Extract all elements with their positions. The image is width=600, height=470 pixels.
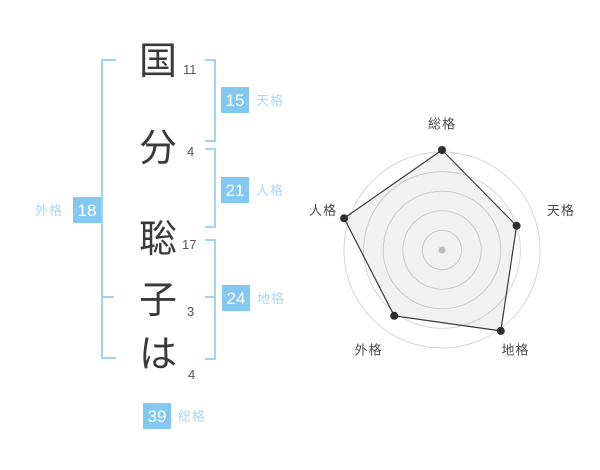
tenkaku-label: 天格: [256, 93, 285, 108]
chikaku-bracket: [205, 239, 216, 360]
chikaku-bracket-middle-tick: [205, 296, 214, 298]
stroke-count-5: 4: [188, 367, 196, 382]
radar-vertex-dot-tenkaku: [512, 221, 521, 230]
radar-grid-ring-3: [382, 190, 502, 310]
name-char-2: 分: [138, 128, 177, 170]
name-char-5: は: [138, 334, 177, 376]
stroke-count-1: 11: [183, 62, 197, 77]
radar-axis-label-soukaku: 総格: [428, 116, 456, 131]
tenkaku-bracket: [205, 59, 216, 142]
gaikaku-bracket-middle-tick: [101, 296, 114, 298]
tenkaku-value-badge: 15: [221, 87, 249, 113]
radar-vertex-dot-gaikaku: [390, 311, 399, 320]
radar-grid-ring-4: [363, 171, 521, 329]
radar-axis-label-chikaku: 地格: [501, 343, 529, 358]
gaikaku-value-badge: 18: [73, 197, 101, 223]
radar-center-dot: [438, 246, 446, 254]
name-char-1: 国: [138, 41, 177, 83]
radar-polygon: [343, 149, 518, 332]
stroke-count-2: 4: [187, 144, 195, 159]
stroke-count-3: 17: [182, 237, 197, 252]
radar-axis-label-tenkaku: 天格: [547, 203, 575, 218]
jinkaku-value-badge: 21: [221, 177, 249, 203]
chikaku-value-badge: 24: [222, 285, 250, 311]
radar-vertex-dot-jinkaku: [340, 214, 349, 223]
name-char-4: 子: [138, 280, 177, 322]
soukaku-value-badge: 39: [143, 403, 171, 429]
stroke-count-4: 3: [187, 304, 195, 319]
radar-axis-label-jinkaku: 人格: [309, 203, 337, 218]
gaikaku-label: 外格: [35, 203, 64, 218]
radar-vertex-dot-soukaku: [438, 146, 446, 154]
jinkaku-label: 人格: [256, 183, 285, 198]
gaikaku-bracket: [101, 59, 116, 359]
chikaku-label: 地格: [257, 291, 286, 306]
radar-grid-ring-2: [402, 210, 482, 290]
name-char-3: 聡: [138, 219, 177, 261]
radar-vertex-dot-chikaku: [496, 326, 505, 335]
radar-grid-ring-1: [421, 229, 463, 271]
soukaku-label: 総格: [178, 409, 207, 424]
jinkaku-bracket: [205, 148, 216, 228]
radar-axis-label-gaikaku: 外格: [354, 343, 382, 358]
